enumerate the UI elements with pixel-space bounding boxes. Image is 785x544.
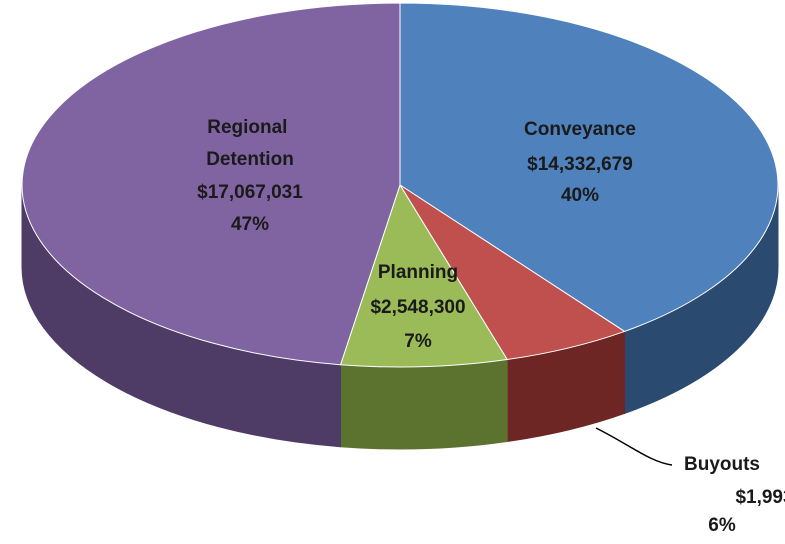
slice xyxy=(399,2,779,332)
slice-label: Conveyance xyxy=(524,119,636,140)
percent-label: 47% xyxy=(231,214,269,235)
slice xyxy=(339,183,509,368)
slice-side xyxy=(340,358,508,450)
slice xyxy=(21,2,401,366)
slice xyxy=(399,184,626,361)
value-label: $14,332,679 xyxy=(527,154,633,175)
value-label: $2,548,300 xyxy=(370,297,465,318)
slice-label: Buyouts xyxy=(684,454,760,475)
value-label: $1,993,548 xyxy=(735,487,785,508)
leader-line xyxy=(595,427,673,466)
percent-label: 7% xyxy=(404,331,432,352)
percent-label: 6% xyxy=(708,515,736,536)
slice-label: Planning xyxy=(378,262,458,283)
percent-label: 40% xyxy=(561,185,599,206)
value-label: $17,067,031 xyxy=(197,182,303,203)
slice-label: Regional Detention xyxy=(206,117,294,170)
